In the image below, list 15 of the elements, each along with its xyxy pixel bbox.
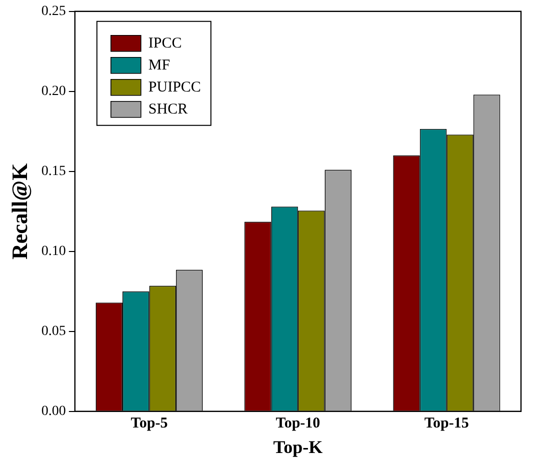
x-tick-label: Top-10	[276, 415, 320, 432]
y-tick-label: 0.15	[41, 164, 66, 180]
y-axis-title: Recall@K	[6, 163, 32, 260]
legend-label: MF	[148, 57, 170, 74]
y-tick-label: 0.25	[41, 4, 66, 20]
y-tick-label: 0.00	[41, 404, 66, 420]
y-tick-label: 0.20	[41, 84, 66, 100]
legend-label: SHCR	[148, 101, 188, 118]
x-tick-label: Top-15	[424, 415, 469, 432]
x-axis-title: Top-K	[273, 436, 323, 457]
y-tick-label: 0.05	[41, 324, 66, 340]
legend-label: PUIPCC	[148, 79, 201, 96]
legend-label: IPCC	[148, 35, 182, 52]
y-tick-label: 0.10	[41, 244, 66, 260]
x-tick-label: Top-5	[130, 415, 168, 432]
